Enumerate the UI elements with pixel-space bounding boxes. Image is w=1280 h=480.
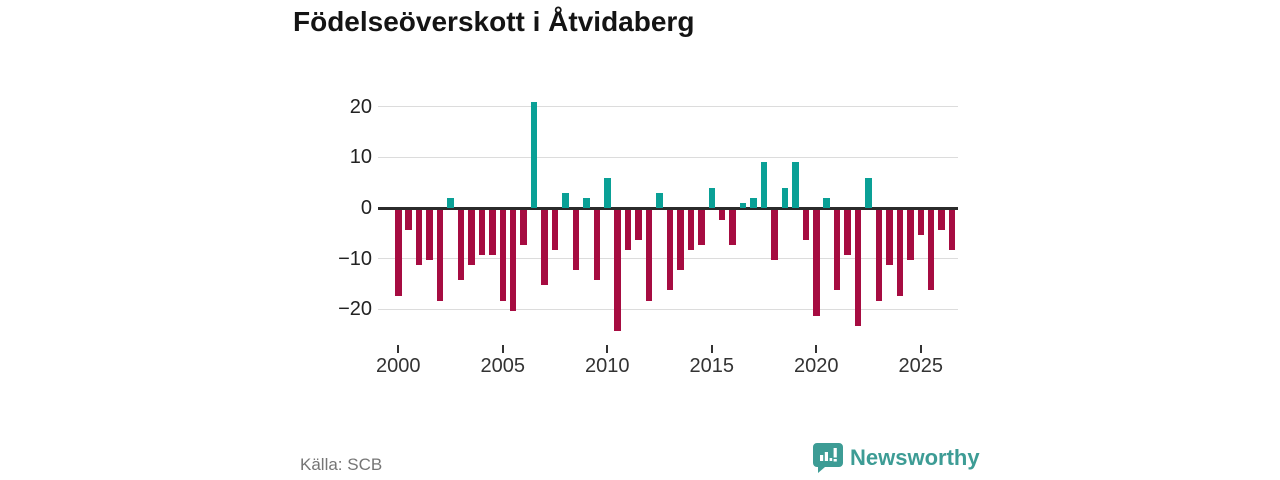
y-axis-label-20: 20 bbox=[349, 95, 372, 118]
bar-2009H1 bbox=[583, 197, 590, 208]
bar-2000H2 bbox=[405, 209, 412, 230]
bar-2022H1 bbox=[854, 209, 862, 326]
x-axis-label-2010: 2010 bbox=[585, 355, 630, 377]
zero-baseline bbox=[378, 206, 958, 210]
y-axis-label--20: −20 bbox=[338, 298, 372, 321]
gridline-y-20 bbox=[378, 106, 958, 108]
chart-title: Födelseöverskott i Åtvidaberg bbox=[293, 6, 695, 37]
bar-2024H2 bbox=[907, 209, 914, 261]
bar-2007H2 bbox=[551, 209, 559, 250]
x-axis-tick-2000 bbox=[397, 345, 400, 353]
gridline-y-10 bbox=[378, 156, 958, 158]
bar-2020H1 bbox=[813, 209, 820, 316]
x-axis-tick-2010 bbox=[606, 345, 609, 353]
bar-2010H1 bbox=[604, 177, 611, 208]
bar-2003H2 bbox=[468, 209, 475, 266]
bar-2025H2 bbox=[927, 209, 935, 291]
bar-2002H1 bbox=[436, 209, 444, 301]
bar-2007H1 bbox=[541, 209, 548, 286]
bar-2013H2 bbox=[677, 209, 684, 271]
bar-2011H1 bbox=[624, 209, 632, 250]
bar-2016H2 bbox=[739, 202, 747, 208]
bar-2005H1 bbox=[499, 209, 506, 301]
bar-2003H1 bbox=[457, 209, 465, 281]
y-axis-label-0: 0 bbox=[360, 197, 372, 219]
x-axis-tick-2015 bbox=[710, 345, 713, 353]
bar-2009H2 bbox=[593, 209, 601, 281]
x-axis-label-2025: 2025 bbox=[898, 355, 944, 377]
bar-2014H1 bbox=[687, 209, 695, 250]
bar-2004H1 bbox=[478, 209, 486, 256]
bar-2020H2 bbox=[823, 197, 830, 208]
bar-2019H1 bbox=[792, 162, 799, 208]
newsworthy-bubble-chart-icon bbox=[813, 442, 843, 474]
newsworthy-logo-text: Newsworthy bbox=[850, 445, 980, 470]
bar-2018H1 bbox=[771, 209, 778, 261]
bar-2026H1 bbox=[938, 209, 945, 230]
x-axis-label-2005: 2005 bbox=[480, 355, 526, 377]
bar-2014H2 bbox=[698, 209, 705, 245]
bar-2010H2 bbox=[614, 209, 621, 331]
newsworthy-logo[interactable]: Newsworthy bbox=[813, 442, 980, 474]
bar-2019H2 bbox=[802, 209, 810, 240]
bar-2018H2 bbox=[781, 187, 789, 208]
bar-2024H1 bbox=[896, 209, 904, 296]
bar-2004H2 bbox=[489, 209, 496, 256]
bar-2008H2 bbox=[572, 209, 580, 271]
x-axis-tick-2005 bbox=[501, 345, 504, 353]
bar-2015H1 bbox=[708, 187, 715, 208]
x-axis-label-2020: 2020 bbox=[794, 355, 839, 377]
bar-2005H2 bbox=[509, 209, 517, 311]
bar-2017H2 bbox=[760, 162, 768, 208]
bar-2000H1 bbox=[395, 209, 402, 296]
bar-2023H1 bbox=[875, 209, 883, 301]
bar-2016H1 bbox=[729, 209, 736, 245]
bar-2022H2 bbox=[865, 177, 872, 208]
bar-2026H2 bbox=[948, 209, 956, 250]
bar-2011H2 bbox=[635, 209, 642, 240]
bar-2015H2 bbox=[718, 209, 726, 220]
x-axis-tick-2025 bbox=[919, 345, 922, 353]
bar-2012H2 bbox=[656, 192, 663, 208]
source-label: Källa: SCB bbox=[300, 455, 383, 474]
bar-2001H2 bbox=[426, 209, 433, 261]
bar-2017H1 bbox=[750, 197, 757, 208]
x-axis-label-2015: 2015 bbox=[689, 355, 735, 377]
bar-2025H1 bbox=[917, 209, 924, 235]
y-axis-label-10: 10 bbox=[349, 146, 372, 169]
bar-2006H2 bbox=[530, 101, 538, 208]
bar-2006H1 bbox=[520, 209, 527, 245]
bar-2012H1 bbox=[645, 209, 653, 301]
x-axis-tick-2020 bbox=[815, 345, 818, 353]
bar-2023H2 bbox=[886, 209, 893, 266]
bar-2021H2 bbox=[844, 209, 851, 256]
bar-2021H1 bbox=[833, 209, 841, 291]
x-axis-label-2000: 2000 bbox=[376, 355, 421, 377]
bar-2001H1 bbox=[415, 209, 423, 266]
y-axis-label--10: −10 bbox=[338, 247, 372, 270]
bar-2013H1 bbox=[666, 209, 674, 291]
bar-2008H1 bbox=[562, 192, 569, 208]
gridline-y--20 bbox=[378, 308, 958, 310]
bar-2002H2 bbox=[447, 197, 454, 208]
